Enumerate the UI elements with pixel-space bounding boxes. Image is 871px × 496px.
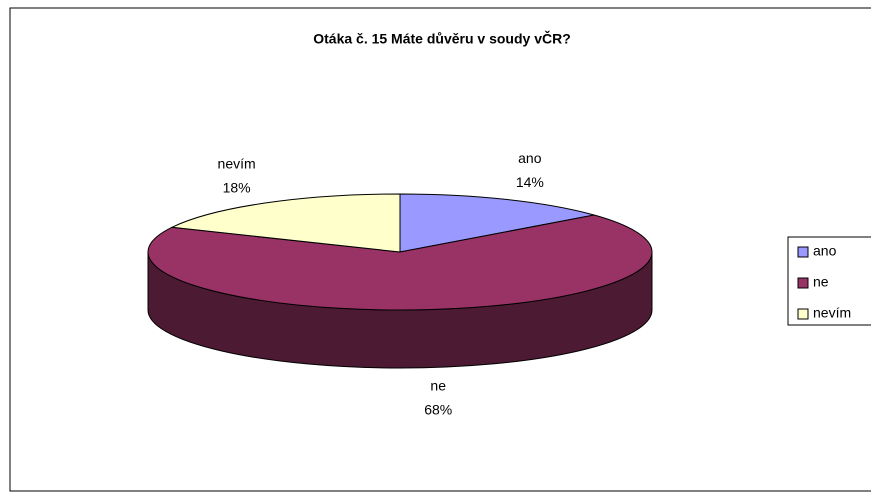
legend-swatch	[797, 277, 809, 289]
data-label-value: 68%	[424, 401, 452, 417]
data-label-value: 14%	[516, 174, 544, 190]
chart-title: Otáka č. 15 Máte důvěru v soudy vČR?	[313, 30, 571, 47]
legend-swatch	[797, 246, 809, 258]
data-label-name: ano	[518, 150, 542, 166]
legend-label: ne	[813, 274, 829, 290]
pie-slice	[170, 193, 401, 253]
data-label-name: nevím	[218, 155, 256, 171]
legend-label: ano	[813, 243, 837, 259]
legend-label: nevím	[813, 305, 851, 321]
data-label-name: ne	[430, 377, 446, 393]
pie-slice	[399, 193, 595, 253]
legend-swatch	[797, 308, 809, 320]
data-label-value: 18%	[223, 179, 251, 195]
